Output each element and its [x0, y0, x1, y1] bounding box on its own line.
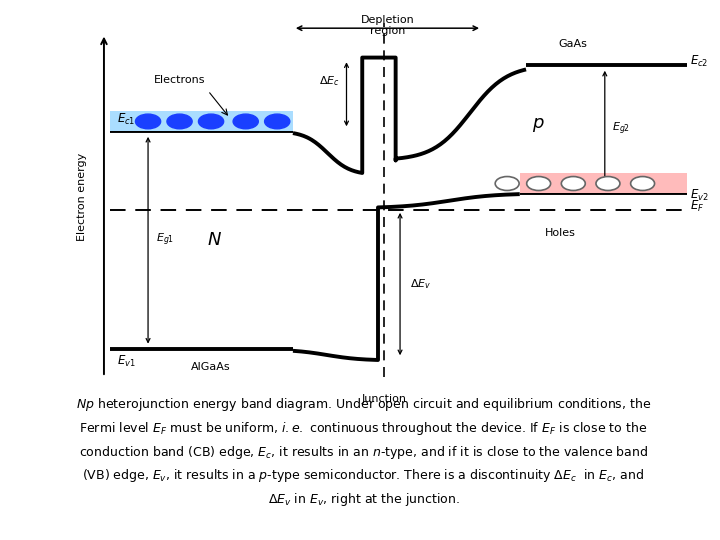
Text: Depletion
region: Depletion region [361, 15, 414, 36]
Text: $E_{v2}$: $E_{v2}$ [690, 188, 708, 203]
Circle shape [526, 177, 551, 191]
Circle shape [631, 177, 654, 191]
Text: $E_{g1}$: $E_{g1}$ [156, 232, 174, 248]
Text: GaAs: GaAs [559, 39, 588, 49]
Text: $E_{g2}$: $E_{g2}$ [612, 121, 631, 137]
Circle shape [167, 114, 192, 129]
Text: $E_F$: $E_F$ [690, 199, 704, 214]
Text: $Np$ heterojunction energy band diagram. Under open circuit and equilibrium cond: $Np$ heterojunction energy band diagram.… [76, 396, 652, 508]
Circle shape [233, 114, 258, 129]
Text: $E_{c1}$: $E_{c1}$ [117, 111, 135, 126]
Circle shape [596, 177, 620, 191]
Circle shape [265, 114, 289, 129]
Text: AlGaAs: AlGaAs [192, 361, 231, 372]
Text: $p$: $p$ [532, 117, 545, 134]
Circle shape [562, 177, 585, 191]
Text: $\Delta E_v$: $\Delta E_v$ [410, 277, 431, 291]
Text: $E_{v1}$: $E_{v1}$ [117, 354, 135, 369]
Circle shape [495, 177, 519, 191]
Text: Electrons: Electrons [154, 75, 205, 85]
Text: $N$: $N$ [207, 231, 222, 249]
Circle shape [135, 114, 161, 129]
Text: Holes: Holes [545, 228, 576, 238]
Circle shape [199, 114, 224, 129]
Text: Electron energy: Electron energy [77, 153, 87, 241]
Text: $E_{c2}$: $E_{c2}$ [690, 53, 708, 69]
Text: $\Delta E_c$: $\Delta E_c$ [320, 75, 340, 89]
Text: Junction: Junction [361, 394, 407, 403]
